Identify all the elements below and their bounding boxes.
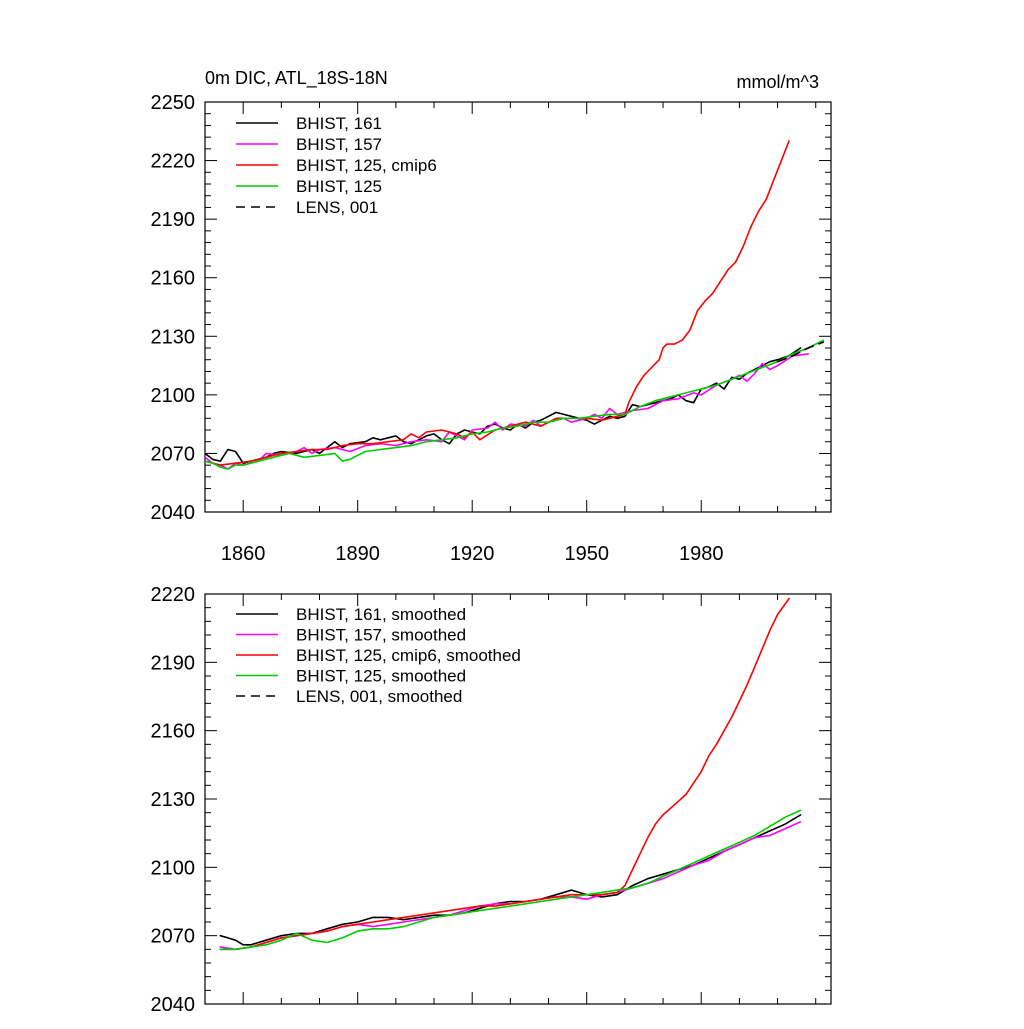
series-line-bhist-157 [205, 353, 809, 470]
x-tick-label: 1950 [564, 543, 609, 565]
legend-label: LENS, 001 [296, 198, 378, 217]
series-line-bhist-125-smoothed [219, 809, 802, 951]
chart-panel-top: 2040 2070 2100 2130 2160 2190 2220 2250 1860 1890… [151, 68, 832, 565]
y-tick-label: 2160 [151, 268, 196, 290]
y-tick-label: 2220 [151, 151, 196, 173]
y-tick-label: 2070 [151, 926, 196, 948]
series-line-lens-001 [776, 341, 825, 363]
series-line-bhist-161 [205, 347, 802, 465]
chart-title: 0m DIC, ATL_18S-18N [205, 68, 388, 89]
y-tick-label: 2040 [151, 502, 196, 524]
y-tick-label: 2190 [151, 209, 196, 231]
x-tick-label: 1920 [450, 543, 495, 565]
y-tick-label: 2100 [151, 385, 196, 407]
y-tick-label: 2250 [151, 92, 196, 114]
series-group [219, 597, 802, 951]
y-tick-label: 2190 [151, 652, 196, 674]
x-tick-label: 1980 [679, 543, 724, 565]
series-line-bhist-157-smoothed [219, 820, 802, 951]
y-tick-label: 2100 [151, 857, 196, 879]
y-tick-label: 2070 [151, 443, 196, 465]
legend-label: LENS, 001, smoothed [296, 687, 462, 706]
legend-label: BHIST, 125, smoothed [296, 667, 466, 686]
legend-label: BHIST, 161 [296, 114, 382, 133]
legend-label: BHIST, 161, smoothed [296, 605, 466, 624]
legend-label: BHIST, 125, cmip6 [296, 156, 437, 175]
plot-frame [204, 101, 832, 513]
y-tick-label: 2220 [151, 584, 196, 606]
units-label: mmol/m^3 [737, 72, 819, 92]
series-line-bhist-125-cmip6 [205, 140, 790, 466]
series-line-bhist-125 [205, 339, 825, 470]
legend-label: BHIST, 157 [296, 135, 382, 154]
y-tick-label: 2040 [151, 994, 196, 1016]
x-tick-label: 1890 [335, 543, 380, 565]
legend-label: BHIST, 157, smoothed [296, 626, 466, 645]
y-tick-label: 2130 [151, 789, 196, 811]
series-group [205, 140, 825, 470]
legend-label: BHIST, 125, cmip6, smoothed [296, 646, 521, 665]
chart-panel-bottom: 2040 2070 2100 2130 2160 2190 2220 BHIST, 161, … [151, 584, 832, 1016]
x-tick-label: 1860 [221, 543, 266, 565]
series-line-bhist-161-smoothed [219, 814, 802, 946]
legend-label: BHIST, 125 [296, 177, 382, 196]
y-tick-label: 2130 [151, 326, 196, 348]
y-tick-label: 2160 [151, 721, 196, 743]
